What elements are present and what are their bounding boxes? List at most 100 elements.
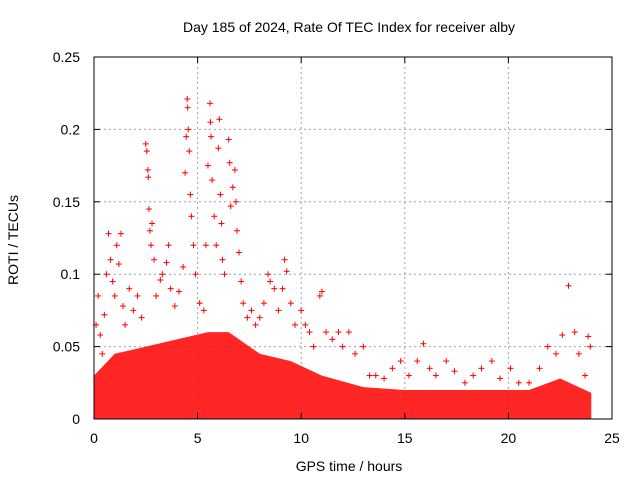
data-point	[175, 288, 182, 295]
data-point	[414, 358, 421, 365]
data-point	[145, 206, 152, 213]
data-point	[298, 307, 305, 314]
data-point	[451, 368, 458, 375]
data-point	[565, 282, 572, 289]
x-tick-label: 15	[397, 430, 413, 446]
data-point	[99, 350, 106, 357]
plot-frame	[93, 56, 613, 420]
data-point	[283, 268, 290, 275]
data-point	[183, 133, 190, 140]
data-point	[95, 292, 102, 299]
data-point	[271, 285, 278, 292]
data-point	[281, 256, 288, 263]
data-point	[397, 358, 404, 365]
y-tick-label: 0	[72, 411, 80, 427]
data-point	[147, 242, 154, 249]
data-point	[352, 350, 359, 357]
y-tick-labels: 0 0.05 0.1 0.15 0.2 0.25	[53, 49, 80, 427]
data-point	[159, 271, 166, 278]
data-point	[291, 321, 298, 328]
data-point	[97, 332, 104, 339]
data-point	[252, 321, 259, 328]
data-point	[571, 329, 578, 336]
data-point	[163, 259, 170, 266]
data-point	[275, 307, 282, 314]
data-point	[316, 292, 323, 299]
data-point	[544, 343, 551, 350]
data-point	[287, 300, 294, 307]
data-point	[145, 174, 152, 181]
data-point	[248, 307, 255, 314]
data-point	[225, 136, 232, 143]
data-point	[488, 358, 495, 365]
data-point	[209, 177, 216, 184]
data-point	[115, 261, 122, 268]
data-point	[218, 220, 225, 227]
data-point	[302, 321, 309, 328]
data-point	[126, 285, 133, 292]
data-point	[186, 148, 193, 155]
data-point	[478, 365, 485, 372]
data-point	[207, 100, 214, 107]
data-point	[470, 372, 477, 379]
data-point	[231, 166, 238, 173]
data-point	[208, 133, 215, 140]
y-tick-label: 0.25	[53, 49, 80, 65]
data-point	[526, 379, 533, 386]
data-point	[310, 343, 317, 350]
data-point	[167, 285, 174, 292]
data-point	[587, 343, 594, 350]
data-point	[196, 300, 203, 307]
data-point	[151, 256, 158, 263]
y-axis-label: ROTI / TECUs	[5, 195, 21, 285]
data-point	[233, 227, 240, 234]
data-point	[107, 256, 114, 263]
data-point	[265, 271, 272, 278]
y-tick-label: 0.15	[53, 194, 80, 210]
data-point	[279, 285, 286, 292]
data-point	[389, 365, 396, 372]
data-point	[165, 242, 172, 249]
data-point	[559, 332, 566, 339]
data-point	[372, 372, 379, 379]
data-point	[240, 300, 247, 307]
x-tick-label: 0	[90, 430, 98, 446]
data-point	[207, 119, 214, 126]
data-point	[153, 292, 160, 299]
data-point	[184, 95, 191, 102]
y-tick-label: 0.2	[61, 121, 81, 137]
data-point	[381, 375, 388, 382]
data-point	[143, 148, 150, 155]
data-point	[182, 169, 189, 176]
data-point	[149, 220, 156, 227]
data-point	[130, 307, 137, 314]
data-point	[339, 343, 346, 350]
x-tick-label: 25	[604, 430, 620, 446]
data-point	[461, 379, 468, 386]
data-point	[432, 372, 439, 379]
data-point	[184, 104, 191, 111]
data-point	[360, 343, 367, 350]
data-point	[426, 365, 433, 372]
x-tick-labels: 0 5 10 15 20 25	[90, 430, 620, 446]
baseline-density-band	[94, 332, 592, 419]
data-point	[553, 350, 560, 357]
data-point	[216, 116, 223, 123]
data-point	[157, 276, 164, 283]
data-point	[122, 321, 129, 328]
data-point	[213, 242, 220, 249]
y-tick-label: 0.1	[61, 266, 81, 282]
data-point	[236, 249, 243, 256]
data-point	[405, 372, 412, 379]
data-point	[171, 303, 178, 310]
data-point	[217, 191, 224, 198]
data-point	[221, 271, 228, 278]
data-point	[227, 203, 234, 210]
data-point	[256, 314, 263, 321]
data-point	[200, 307, 207, 314]
data-point	[180, 263, 187, 270]
data-point	[146, 227, 153, 234]
x-tick-label: 5	[194, 430, 202, 446]
data-point	[120, 303, 127, 310]
data-point	[582, 372, 589, 379]
